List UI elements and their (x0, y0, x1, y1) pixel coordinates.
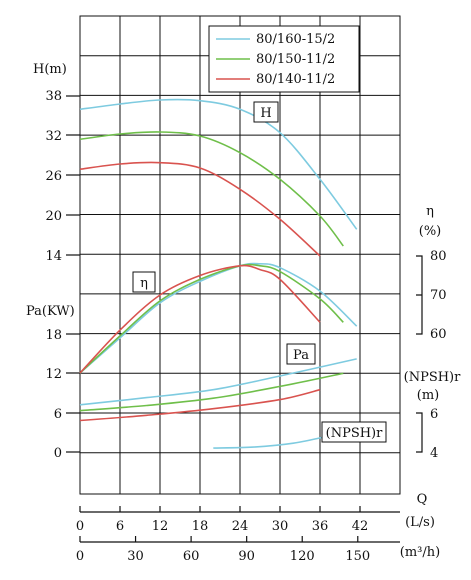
efficiency-scale: 80 70 60 (416, 249, 447, 342)
head-curve-2 (79, 131, 344, 247)
q-m3h-axis-label: (m³/h) (400, 545, 440, 560)
q-m3h-tick-30: 30 (127, 549, 144, 564)
power-axis-ticks: 18 12 6 0 (45, 328, 62, 461)
power-tick-18: 18 (45, 328, 62, 343)
head-curve-3 (79, 161, 321, 257)
q-m3h-axis: 0 30 60 90 120 150 (76, 536, 400, 564)
efficiency-axis-label: η (426, 204, 434, 219)
npsh-axis-unit: (m) (417, 388, 439, 403)
series (79, 98, 358, 449)
eff-curve-label: η (140, 276, 148, 291)
eff-curve-label-box (132, 271, 156, 293)
q-m3h-tick-60: 60 (183, 549, 200, 564)
npsh-tick-6: 6 (430, 407, 438, 422)
efficiency-scale-bracket (416, 255, 423, 335)
q-ls-tick-18: 18 (192, 519, 209, 534)
legend: 80/160-15/2 80/150-11/2 80/140-11/2 (208, 25, 360, 93)
q-m3h-tick-0: 0 (76, 549, 84, 564)
q-axis-title: Q (417, 492, 428, 507)
legend-entry-1: 80/160-15/2 (256, 32, 335, 47)
npsh-tick-4: 4 (430, 446, 438, 461)
head-axis-ticks: 38 32 26 20 14 (45, 89, 62, 264)
legend-entry-2: 80/150-11/2 (256, 52, 335, 67)
npsh-curve-label-box (321, 421, 387, 443)
curve-labels: H η Pa (NPSH)r (132, 101, 387, 443)
q-ls-axis: 0 6 12 18 24 30 36 42 (76, 506, 400, 534)
q-ls-tick-36: 36 (312, 519, 329, 534)
head-tick-26: 26 (45, 169, 62, 184)
eff-tick-80: 80 (430, 249, 447, 264)
efficiency-curve-3 (79, 264, 321, 374)
power-curve-1 (79, 358, 357, 406)
power-tick-0: 0 (54, 446, 62, 461)
head-curve-1 (79, 98, 358, 230)
q-m3h-tick-150: 150 (345, 549, 370, 564)
head-tick-38: 38 (45, 89, 62, 104)
power-tick-12: 12 (45, 367, 62, 382)
grid (66, 15, 401, 495)
head-curve-label-box (253, 101, 279, 123)
q-ls-tick-30: 30 (272, 519, 289, 534)
head-axis-label: H(m) (33, 62, 67, 77)
npsh-scale-bracket (416, 412, 423, 453)
power-tick-6: 6 (54, 407, 62, 422)
npsh-curve-label: (NPSH)r (326, 426, 384, 441)
npsh-axis-label: (NPSH)r (404, 370, 462, 385)
q-ls-tick-42: 42 (352, 519, 369, 534)
npsh-scale: 6 4 (416, 407, 438, 461)
q-ls-axis-label: (L/s) (405, 515, 435, 530)
head-tick-20: 20 (45, 209, 62, 224)
power-axis-label: Pa(KW) (26, 304, 75, 319)
q-m3h-tick-120: 120 (290, 549, 315, 564)
q-ls-tick-0: 0 (76, 519, 84, 534)
power-curve-2 (79, 372, 344, 412)
q-m3h-tick-90: 90 (238, 549, 255, 564)
power-curve-label: Pa (293, 348, 309, 363)
eff-tick-70: 70 (430, 288, 447, 303)
q-ls-tick-6: 6 (116, 519, 124, 534)
head-tick-14: 14 (45, 249, 62, 264)
q-ls-tick-12: 12 (152, 519, 169, 534)
eff-tick-60: 60 (430, 327, 447, 342)
head-tick-32: 32 (45, 129, 62, 144)
power-curve-3 (79, 388, 321, 422)
power-curve-label-box (286, 343, 316, 365)
efficiency-axis-unit: (%) (419, 224, 442, 239)
head-curve-label: H (260, 106, 271, 121)
q-ls-tick-24: 24 (232, 519, 249, 534)
legend-entry-3: 80/140-11/2 (256, 72, 335, 87)
